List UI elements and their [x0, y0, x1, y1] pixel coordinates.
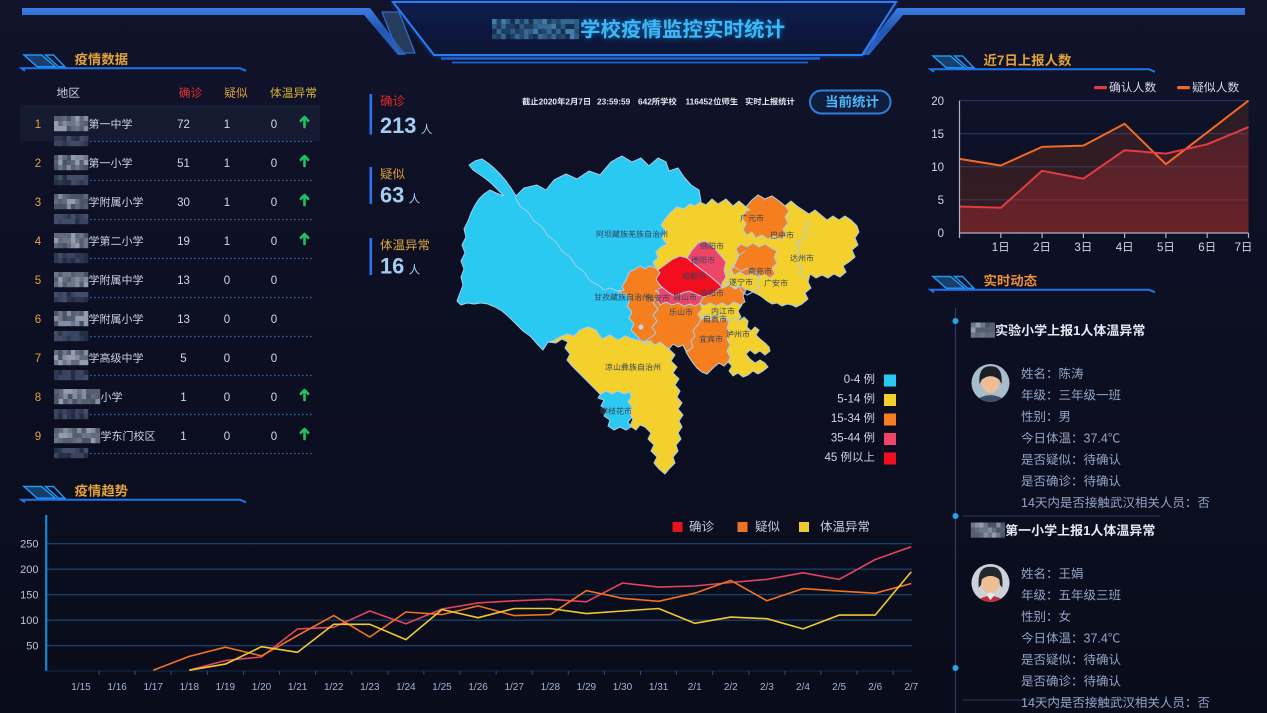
svg-text:116452: 116452 — [686, 97, 714, 107]
svg-text:9: 9 — [35, 431, 41, 443]
svg-text:1/28: 1/28 — [541, 682, 561, 693]
svg-text:5-14: 5-14 — [837, 394, 863, 406]
svg-text:100: 100 — [20, 615, 38, 627]
svg-text:45: 45 — [825, 452, 841, 464]
svg-text:5: 5 — [35, 275, 41, 287]
svg-text:0: 0 — [224, 431, 230, 443]
svg-text:1/17: 1/17 — [143, 682, 163, 693]
svg-text:2/6: 2/6 — [868, 682, 882, 693]
svg-text:7: 7 — [35, 353, 41, 365]
svg-text:642: 642 — [638, 97, 652, 107]
svg-text:0-4: 0-4 — [844, 374, 864, 386]
svg-text:4: 4 — [1116, 242, 1123, 254]
svg-text:13: 13 — [177, 314, 190, 326]
svg-text:1: 1 — [1083, 523, 1090, 538]
svg-text:0: 0 — [224, 275, 230, 287]
svg-text:1: 1 — [224, 197, 230, 209]
svg-text:1/23: 1/23 — [360, 682, 380, 693]
svg-text:30: 30 — [177, 197, 190, 209]
svg-text:8: 8 — [35, 392, 41, 404]
svg-text:16: 16 — [380, 254, 404, 279]
svg-text:2/5: 2/5 — [832, 682, 846, 693]
svg-text:2/7: 2/7 — [904, 682, 918, 693]
svg-text:2: 2 — [1033, 242, 1039, 254]
svg-text:6: 6 — [1198, 242, 1204, 254]
svg-text:1/24: 1/24 — [396, 682, 416, 693]
svg-text:14: 14 — [1021, 496, 1035, 510]
svg-text:7: 7 — [578, 97, 583, 107]
svg-text:0: 0 — [271, 197, 277, 209]
svg-text:14: 14 — [1021, 696, 1035, 710]
svg-text:0: 0 — [271, 431, 277, 443]
svg-text:3: 3 — [1074, 242, 1080, 254]
svg-text:1: 1 — [224, 236, 230, 248]
svg-text:2/1: 2/1 — [688, 682, 702, 693]
svg-text:2: 2 — [35, 158, 41, 170]
svg-text:1/26: 1/26 — [468, 682, 488, 693]
svg-text:1: 1 — [35, 119, 41, 131]
svg-text:5: 5 — [938, 195, 944, 207]
svg-text:1: 1 — [224, 119, 230, 131]
svg-text:213: 213 — [380, 113, 416, 138]
svg-text:1/30: 1/30 — [613, 682, 633, 693]
svg-text:1/18: 1/18 — [180, 682, 200, 693]
svg-text:63: 63 — [380, 183, 404, 208]
svg-text:1: 1 — [180, 431, 186, 443]
svg-text:19: 19 — [177, 236, 190, 248]
svg-text:1/27: 1/27 — [504, 682, 524, 693]
svg-text:37.4: 37.4 — [1084, 632, 1108, 646]
svg-text:50: 50 — [26, 641, 38, 653]
svg-text:1/15: 1/15 — [71, 682, 91, 693]
svg-text:0: 0 — [271, 353, 277, 365]
svg-text:3: 3 — [35, 197, 41, 209]
svg-text:5: 5 — [180, 353, 186, 365]
svg-text:1/31: 1/31 — [649, 682, 669, 693]
svg-text:1/22: 1/22 — [324, 682, 344, 693]
svg-text:0: 0 — [271, 275, 277, 287]
svg-text:0: 0 — [224, 392, 230, 404]
svg-text:1: 1 — [180, 392, 186, 404]
svg-text:51: 51 — [177, 158, 190, 170]
svg-text:7: 7 — [1235, 242, 1241, 254]
svg-text:23:59:59: 23:59:59 — [597, 97, 631, 107]
svg-text:2: 2 — [565, 97, 570, 107]
svg-text:200: 200 — [20, 564, 38, 576]
svg-text:1/19: 1/19 — [216, 682, 236, 693]
svg-text:0: 0 — [271, 392, 277, 404]
svg-text:5: 5 — [1157, 242, 1163, 254]
svg-text:6: 6 — [35, 314, 41, 326]
svg-text:0: 0 — [938, 228, 944, 240]
svg-text:15-34: 15-34 — [831, 413, 864, 425]
svg-text:1: 1 — [1073, 323, 1080, 338]
svg-text:0: 0 — [271, 236, 277, 248]
svg-text:13: 13 — [177, 275, 190, 287]
svg-text:4: 4 — [35, 236, 42, 248]
svg-text:1: 1 — [992, 242, 998, 254]
svg-text:35-44: 35-44 — [831, 433, 864, 445]
svg-text:2/4: 2/4 — [796, 682, 810, 693]
svg-text:1/20: 1/20 — [252, 682, 272, 693]
svg-text:0: 0 — [224, 353, 230, 365]
svg-text:150: 150 — [20, 590, 38, 602]
svg-text:250: 250 — [20, 539, 38, 551]
svg-text:1/25: 1/25 — [432, 682, 452, 693]
svg-text:1/16: 1/16 — [107, 682, 127, 693]
svg-text:1: 1 — [224, 158, 230, 170]
svg-text:0: 0 — [224, 314, 230, 326]
svg-text:1/21: 1/21 — [288, 682, 308, 693]
svg-text:2020: 2020 — [539, 97, 558, 107]
svg-text:2/2: 2/2 — [724, 682, 738, 693]
svg-text:37.4: 37.4 — [1084, 432, 1108, 446]
svg-text:1/29: 1/29 — [577, 682, 597, 693]
svg-text:0: 0 — [271, 119, 277, 131]
svg-text:72: 72 — [177, 119, 190, 131]
svg-text:15: 15 — [931, 129, 944, 141]
svg-text:0: 0 — [271, 314, 277, 326]
svg-text:0: 0 — [271, 158, 277, 170]
svg-text:20: 20 — [931, 96, 944, 108]
svg-text:10: 10 — [931, 162, 944, 174]
svg-text:2/3: 2/3 — [760, 682, 774, 693]
svg-text:7: 7 — [997, 53, 1004, 68]
